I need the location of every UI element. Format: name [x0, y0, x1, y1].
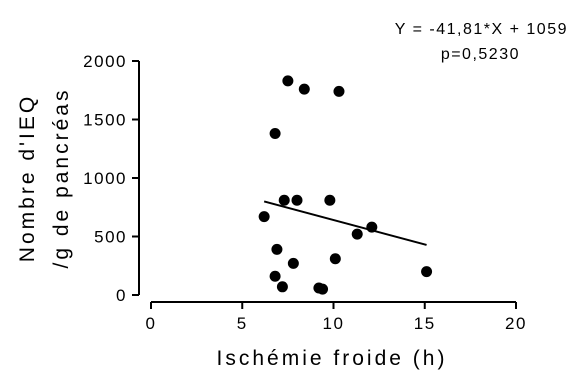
data-point [269, 128, 281, 140]
data-point [269, 270, 281, 282]
x-tick-label: 0 [146, 314, 157, 333]
data-point [298, 83, 310, 95]
data-point [278, 194, 290, 206]
data-point [291, 194, 303, 206]
y-tick-label: 0 [116, 286, 127, 305]
data-point [276, 281, 288, 293]
y-tick-label: 2000 [83, 52, 127, 71]
y-axis-title-line-2: /g de pancréas [50, 88, 73, 269]
data-point [271, 243, 283, 255]
regression-equation: Y = -41,81*X + 1059 [395, 21, 568, 38]
y-tick-label: 1500 [83, 111, 127, 130]
x-tick-label: 15 [414, 314, 436, 333]
data-points [258, 75, 433, 295]
data-point [351, 228, 363, 240]
y-tick-label: 1000 [83, 169, 127, 188]
x-tick-label: 5 [237, 314, 248, 333]
axes: 0 5 10 15 20 0 500 1000 1500 2000 [83, 52, 527, 333]
data-point [329, 253, 341, 265]
data-point [366, 221, 378, 233]
data-point [317, 283, 329, 295]
p-value: p=0,5230 [441, 46, 520, 63]
data-point [333, 85, 345, 97]
data-point [287, 257, 299, 269]
x-tick-label: 10 [323, 314, 345, 333]
x-tick-label: 20 [505, 314, 527, 333]
data-point [258, 211, 270, 223]
y-tick-label: 500 [94, 228, 127, 247]
regression-line [263, 200, 427, 246]
data-point [282, 75, 294, 87]
regression-line-group [263, 200, 427, 246]
x-axis-title: Ischémie froide (h) [217, 347, 448, 370]
data-point [324, 194, 336, 206]
y-axis-title-line-1: Nombre d'IEQ [16, 94, 39, 262]
data-point [421, 266, 433, 278]
